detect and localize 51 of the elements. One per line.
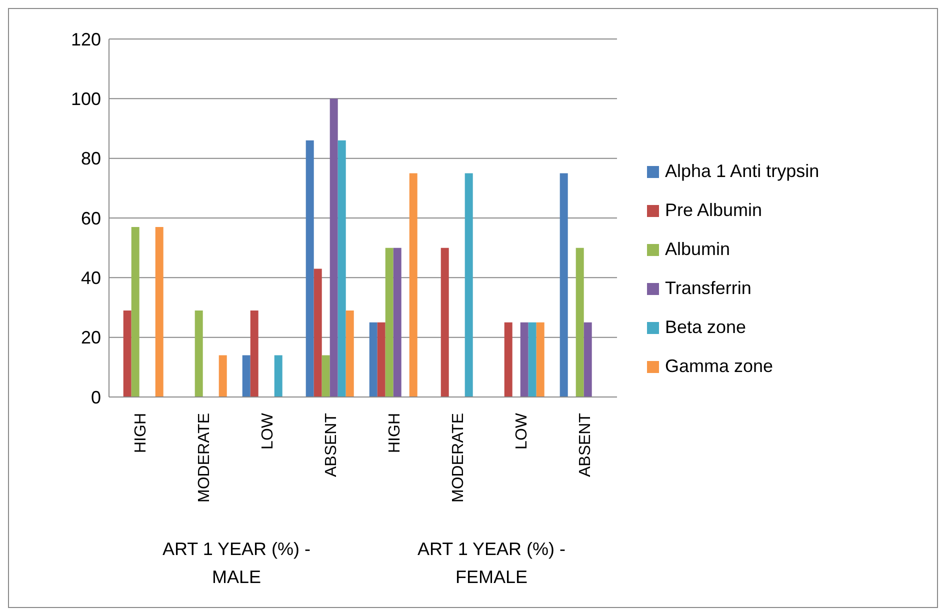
bar xyxy=(536,322,544,397)
x-tick-label: LOW xyxy=(259,412,276,450)
bar xyxy=(314,268,322,397)
x-tick-label: ABSENT xyxy=(322,412,340,478)
y-tick-label: 60 xyxy=(80,208,101,228)
bar xyxy=(131,226,140,397)
legend-label: Alpha 1 Anti trypsin xyxy=(665,161,820,182)
bar xyxy=(464,173,473,397)
bar xyxy=(560,173,568,397)
bar xyxy=(504,322,512,397)
y-tick-label: 40 xyxy=(80,268,101,288)
bar xyxy=(250,310,258,397)
bar xyxy=(377,322,386,397)
y-tick-label: 80 xyxy=(80,148,101,169)
bar xyxy=(528,322,536,397)
x-tick-label: HIGH xyxy=(386,413,404,453)
bar xyxy=(242,355,250,397)
bar xyxy=(584,322,592,397)
bar xyxy=(393,248,402,397)
bar xyxy=(330,98,338,397)
bar xyxy=(123,310,132,397)
x-tick-label: HIGH xyxy=(132,413,150,453)
x-tick-label: MODERATE xyxy=(450,413,467,502)
bar xyxy=(338,140,346,397)
bar xyxy=(306,140,314,397)
text: ART 1 YEAR (%) - FEMALE xyxy=(416,538,567,589)
bar xyxy=(274,355,282,397)
bar xyxy=(155,226,164,397)
bar xyxy=(218,355,227,397)
x-tick-label: ABSENT xyxy=(576,412,594,478)
legend-label: Gamma zone xyxy=(665,356,774,377)
bar xyxy=(369,322,378,397)
y-tick-label: 100 xyxy=(70,89,101,110)
legend-label: Albumin xyxy=(665,239,730,260)
bar xyxy=(346,310,354,397)
x-tick-label: MODERATE xyxy=(196,413,213,502)
bar xyxy=(322,355,330,397)
bar xyxy=(576,248,584,397)
legend-label: Beta zone xyxy=(665,317,746,338)
y-tick-label: 0 xyxy=(90,387,101,408)
legend-label: Pre Albumin xyxy=(665,200,762,221)
legend-label: Transferrin xyxy=(665,278,752,299)
bar xyxy=(385,248,394,397)
bar xyxy=(194,310,203,397)
x-tick-label: LOW xyxy=(513,412,530,450)
text: ART 1 YEAR (%) - MALE xyxy=(161,538,312,589)
y-tick-label: 120 xyxy=(70,29,101,50)
y-tick-label: 20 xyxy=(80,328,101,348)
bar xyxy=(409,173,418,397)
bar xyxy=(440,248,449,397)
bar xyxy=(520,322,528,397)
